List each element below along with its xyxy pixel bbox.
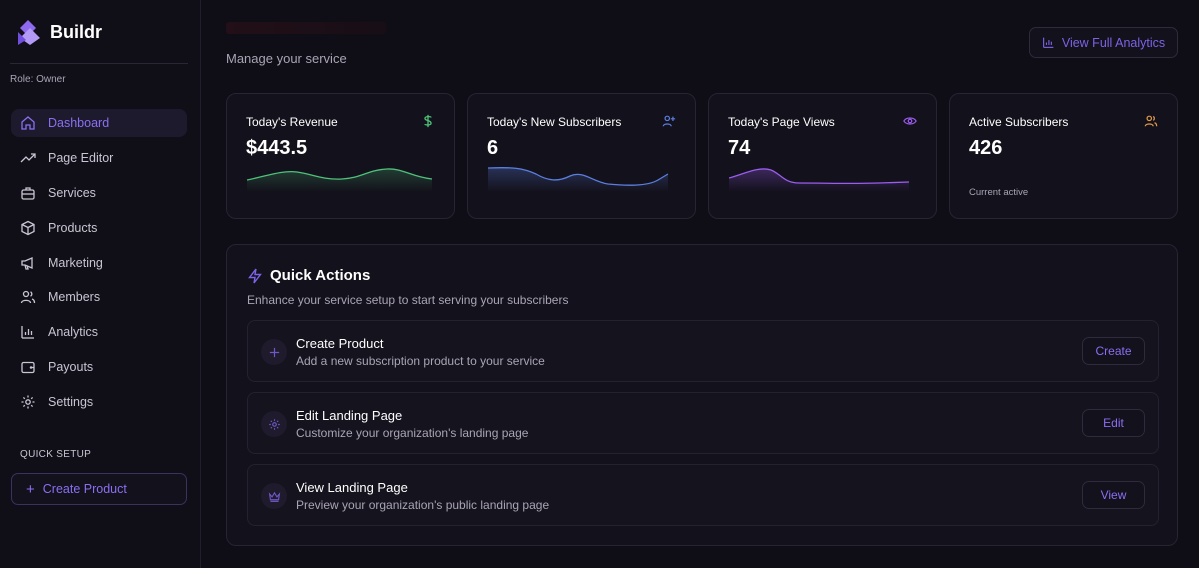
- main-content: Manage your service View Full Analytics …: [201, 0, 1199, 568]
- megaphone-icon: [21, 256, 33, 270]
- bar-chart-icon: [21, 326, 34, 339]
- stat-card-revenue: Today's Revenue $443.5: [226, 93, 455, 219]
- sidebar-item-label: Settings: [48, 395, 94, 410]
- create-product-label: Create Product: [42, 482, 127, 496]
- stat-title: Active Subscribers: [969, 115, 1069, 129]
- action-title: Create Product: [296, 336, 384, 351]
- crown-icon: [268, 491, 280, 502]
- sidebar-item-dashboard[interactable]: Dashboard: [11, 109, 187, 137]
- page-views-sparkline: [729, 168, 910, 192]
- sidebar-nav: Dashboard Page Editor Services Products …: [11, 109, 187, 423]
- sidebar-item-products[interactable]: Products: [11, 214, 187, 242]
- home-icon: [21, 116, 35, 130]
- users-icon: [1144, 115, 1158, 127]
- create-button[interactable]: Create: [1082, 337, 1145, 365]
- stat-value: 426: [969, 137, 1003, 159]
- sidebar-item-label: Members: [48, 290, 101, 305]
- lightning-icon: [248, 268, 262, 283]
- action-icon-wrap: [261, 339, 287, 365]
- gear-icon: [268, 418, 280, 430]
- stat-value: $443.5: [246, 137, 308, 159]
- action-title: View Landing Page: [296, 480, 408, 495]
- action-title: Edit Landing Page: [296, 408, 403, 423]
- page-subtitle: Manage your service: [226, 51, 347, 66]
- users-icon: [20, 291, 36, 304]
- quick-actions-panel: Quick Actions Enhance your service setup…: [226, 244, 1178, 546]
- stat-title: Today's Revenue: [246, 115, 338, 129]
- sidebar-item-label: Analytics: [48, 325, 99, 340]
- stat-card-active-subscribers: Active Subscribers 426 Current active: [949, 93, 1178, 219]
- quick-setup-title: QUICK SETUP: [20, 449, 92, 460]
- stat-title: Today's New Subscribers: [487, 115, 622, 129]
- sidebar-item-label: Products: [48, 220, 98, 235]
- plus-icon: +: [26, 480, 35, 498]
- action-view-landing-page: View Landing Page Preview your organizat…: [247, 464, 1159, 526]
- role-label: Role: Owner: [10, 74, 66, 85]
- user-plus-icon: [662, 115, 676, 127]
- revenue-sparkline: [247, 168, 432, 192]
- briefcase-icon: [21, 187, 35, 200]
- sidebar-item-page-editor[interactable]: Page Editor: [11, 144, 187, 172]
- stat-card-page-views: Today's Page Views 74: [708, 93, 937, 219]
- action-edit-landing-page: Edit Landing Page Customize your organiz…: [247, 392, 1159, 454]
- action-create-product: Create Product Add a new subscription pr…: [247, 320, 1159, 382]
- sidebar-item-analytics[interactable]: Analytics: [11, 318, 187, 346]
- sidebar: Buildr Role: Owner Dashboard Page Editor…: [0, 0, 201, 568]
- sidebar-item-label: Dashboard: [48, 116, 110, 130]
- package-icon: [21, 220, 35, 235]
- sidebar-item-label: Services: [48, 185, 96, 200]
- sidebar-item-label: Marketing: [48, 255, 103, 270]
- sidebar-item-marketing[interactable]: Marketing: [11, 249, 187, 277]
- brand-name: Buildr: [50, 21, 102, 42]
- action-description: Customize your organization's landing pa…: [296, 426, 529, 440]
- stat-value: 6: [487, 137, 499, 159]
- logo[interactable]: Buildr: [16, 18, 102, 46]
- sidebar-item-label: Payouts: [48, 360, 94, 375]
- plus-icon: [269, 347, 279, 357]
- bar-chart-icon: [1042, 37, 1054, 48]
- stat-title: Today's Page Views: [728, 115, 835, 129]
- create-product-button[interactable]: + Create Product: [11, 473, 187, 505]
- dollar-icon: [424, 114, 432, 128]
- gear-icon: [21, 395, 35, 409]
- sidebar-item-label: Page Editor: [48, 150, 114, 165]
- buildr-logo-icon: [18, 20, 40, 45]
- trending-up-icon: [20, 153, 36, 163]
- quick-actions-title-text: Quick Actions: [270, 267, 371, 284]
- quick-actions-subtitle: Enhance your service setup to start serv…: [247, 293, 569, 307]
- stat-card-new-subscribers: Today's New Subscribers 6: [467, 93, 696, 219]
- view-button[interactable]: View: [1082, 481, 1145, 509]
- stat-value: 74: [728, 137, 751, 159]
- edit-button[interactable]: Edit: [1082, 409, 1145, 437]
- page-title-obscured: [226, 22, 386, 34]
- quick-actions-title: Quick Actions: [247, 267, 370, 284]
- sidebar-item-services[interactable]: Services: [11, 179, 187, 207]
- sidebar-item-settings[interactable]: Settings: [11, 388, 187, 416]
- action-icon-wrap: [261, 411, 287, 437]
- action-icon-wrap: [261, 483, 287, 509]
- sidebar-divider: [10, 63, 188, 64]
- sidebar-item-payouts[interactable]: Payouts: [11, 353, 187, 381]
- view-full-analytics-label: View Full Analytics: [1061, 35, 1166, 50]
- sidebar-item-members[interactable]: Members: [11, 283, 187, 311]
- eye-icon: [903, 117, 917, 125]
- subscribers-sparkline: [488, 167, 669, 192]
- stat-note: Current active: [969, 187, 1029, 198]
- view-full-analytics-button[interactable]: View Full Analytics: [1029, 27, 1178, 58]
- wallet-icon: [21, 362, 35, 374]
- action-description: Preview your organization's public landi…: [296, 498, 550, 512]
- action-description: Add a new subscription product to your s…: [296, 354, 545, 368]
